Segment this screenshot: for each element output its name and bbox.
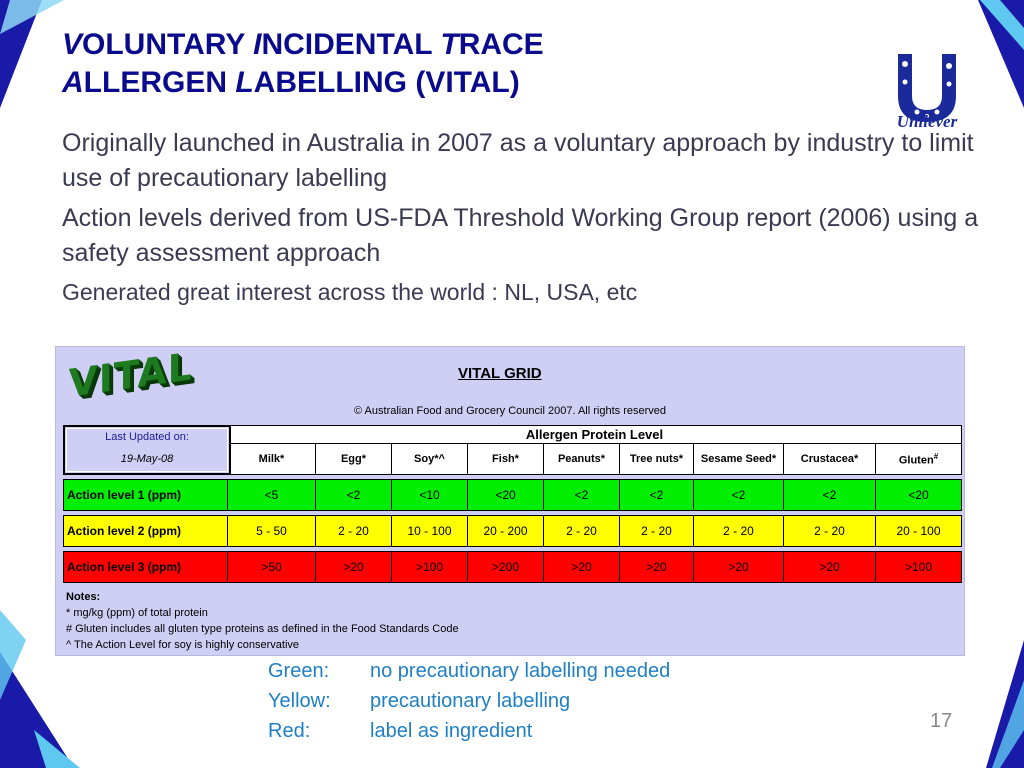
- legend-text: precautionary labelling: [370, 690, 571, 712]
- table-row: Action level 2 (ppm) 5 - 50 2 - 20 10 - …: [63, 515, 962, 547]
- legend-item: Red: label as ingredient: [268, 716, 670, 746]
- column-header-gluten: Gluten#: [875, 443, 962, 475]
- bullet-item: Originally launched in Australia in 2007…: [62, 129, 974, 192]
- table-cell: 2 - 20: [315, 515, 392, 547]
- last-updated-date: 19-May-08: [120, 453, 174, 465]
- table-row: Action level 1 (ppm) <5 <2 <10 <20 <2 <2…: [63, 479, 962, 511]
- column-header: Peanuts*: [543, 443, 620, 475]
- last-updated-label: Last Updated on:: [105, 431, 189, 443]
- table-cell: 2 - 20: [693, 515, 784, 547]
- table-cell: <2: [315, 479, 392, 511]
- column-header: Milk*: [227, 443, 316, 475]
- corner-decoration-bottom-left: [0, 610, 80, 768]
- table-cell: >20: [783, 551, 876, 583]
- legend-text: no precautionary labelling needed: [370, 660, 671, 682]
- table-cell: >20: [619, 551, 694, 583]
- row-label: Action level 1 (ppm): [63, 479, 228, 511]
- note-line: # Gluten includes all gluten type protei…: [66, 623, 459, 635]
- title-word: RACE: [458, 28, 544, 61]
- table-cell: <10: [391, 479, 468, 511]
- table-cell: <2: [693, 479, 784, 511]
- table-cell: 10 - 100: [391, 515, 468, 547]
- table-cell: 5 - 50: [227, 515, 316, 547]
- corner-decoration-top-left: [0, 0, 64, 108]
- slide-title: VOLUNTARY INCIDENTAL TRACE ALLERGEN LABE…: [62, 26, 544, 102]
- table-cell: >50: [227, 551, 316, 583]
- legend-item: Yellow: precautionary labelling: [268, 686, 670, 716]
- unilever-logo-text: Unilever: [896, 112, 958, 131]
- title-word: NCIDENTAL: [261, 28, 441, 61]
- title-word: ABELLING (VITAL): [253, 66, 520, 99]
- title-line-1: VOLUNTARY INCIDENTAL TRACE: [62, 26, 544, 64]
- table-cell: >100: [875, 551, 962, 583]
- title-initial: I: [253, 28, 262, 61]
- legend-key: Yellow:: [268, 690, 331, 712]
- table-cell: 2 - 20: [783, 515, 876, 547]
- column-header: Fish*: [467, 443, 544, 475]
- table-cell: 20 - 100: [875, 515, 962, 547]
- note-line: * mg/kg (ppm) of total protein: [66, 607, 208, 619]
- column-header: Crustacea*: [783, 443, 876, 475]
- table-cell: >200: [467, 551, 544, 583]
- grid-copyright: © Australian Food and Grocery Council 20…: [354, 405, 666, 417]
- table-row: Action level 3 (ppm) >50 >20 >100 >200 >…: [63, 551, 962, 583]
- row-label: Action level 3 (ppm): [63, 551, 228, 583]
- title-word: LLERGEN: [83, 66, 236, 99]
- allergen-table: Allergen Protein Level Milk* Egg* Soy*^ …: [63, 425, 962, 583]
- table-cell: 2 - 20: [619, 515, 694, 547]
- legend-key: Green:: [268, 660, 330, 682]
- title-initial: L: [235, 66, 254, 99]
- color-legend: Green: no precautionary labelling needed …: [268, 656, 670, 746]
- table-cell: <2: [543, 479, 620, 511]
- column-header: Sesame Seed*: [693, 443, 784, 475]
- grid-notes: Notes: * mg/kg (ppm) of total protein # …: [66, 589, 459, 653]
- table-cell: <2: [783, 479, 876, 511]
- table-cell: >20: [543, 551, 620, 583]
- table-cell: 2 - 20: [543, 515, 620, 547]
- bullet-list: Originally launched in Australia in 2007…: [62, 126, 1002, 307]
- column-header: Egg*: [315, 443, 392, 475]
- unilever-logo-icon: [898, 54, 956, 122]
- table-cell: 20 - 200: [467, 515, 544, 547]
- vital-logo: VITAL: [68, 344, 193, 406]
- title-word: OLUNTARY: [82, 28, 254, 61]
- bullet-item: Generated great interest across the worl…: [62, 279, 638, 305]
- gluten-superscript: #: [933, 451, 939, 461]
- table-cell: >100: [391, 551, 468, 583]
- column-header: Tree nuts*: [619, 443, 694, 475]
- table-cell: <20: [467, 479, 544, 511]
- column-header: Soy*^: [391, 443, 468, 475]
- row-label: Action level 2 (ppm): [63, 515, 228, 547]
- notes-heading: Notes:: [66, 591, 101, 603]
- note-line: ^ The Action Level for soy is highly con…: [66, 639, 300, 651]
- title-initial: V: [62, 28, 83, 61]
- last-updated-box: Last Updated on: 19-May-08: [63, 425, 231, 475]
- bullet-item: Action levels derived from US-FDA Thresh…: [62, 204, 979, 267]
- title-initial: T: [440, 28, 459, 61]
- table-cell: <5: [227, 479, 316, 511]
- column-header-label: Gluten: [898, 454, 934, 467]
- legend-key: Red:: [268, 720, 311, 742]
- table-cell: >20: [693, 551, 784, 583]
- table-cell: <2: [619, 479, 694, 511]
- legend-item: Green: no precautionary labelling needed: [268, 656, 670, 686]
- grid-title: VITAL GRID: [458, 365, 542, 382]
- table-cell: <20: [875, 479, 962, 511]
- table-cell: >20: [315, 551, 392, 583]
- title-initial: A: [62, 66, 84, 99]
- vital-grid-panel: VITAL VITAL GRID © Australian Food and G…: [55, 344, 965, 656]
- title-line-2: ALLERGEN LABELLING (VITAL): [62, 64, 544, 102]
- table-header: Allergen Protein Level: [227, 425, 962, 444]
- legend-text: label as ingredient: [370, 720, 533, 742]
- page-number: 17: [930, 710, 953, 732]
- corner-decoration-top-right: [978, 0, 1024, 108]
- corner-decoration-bottom-right: [986, 640, 1024, 768]
